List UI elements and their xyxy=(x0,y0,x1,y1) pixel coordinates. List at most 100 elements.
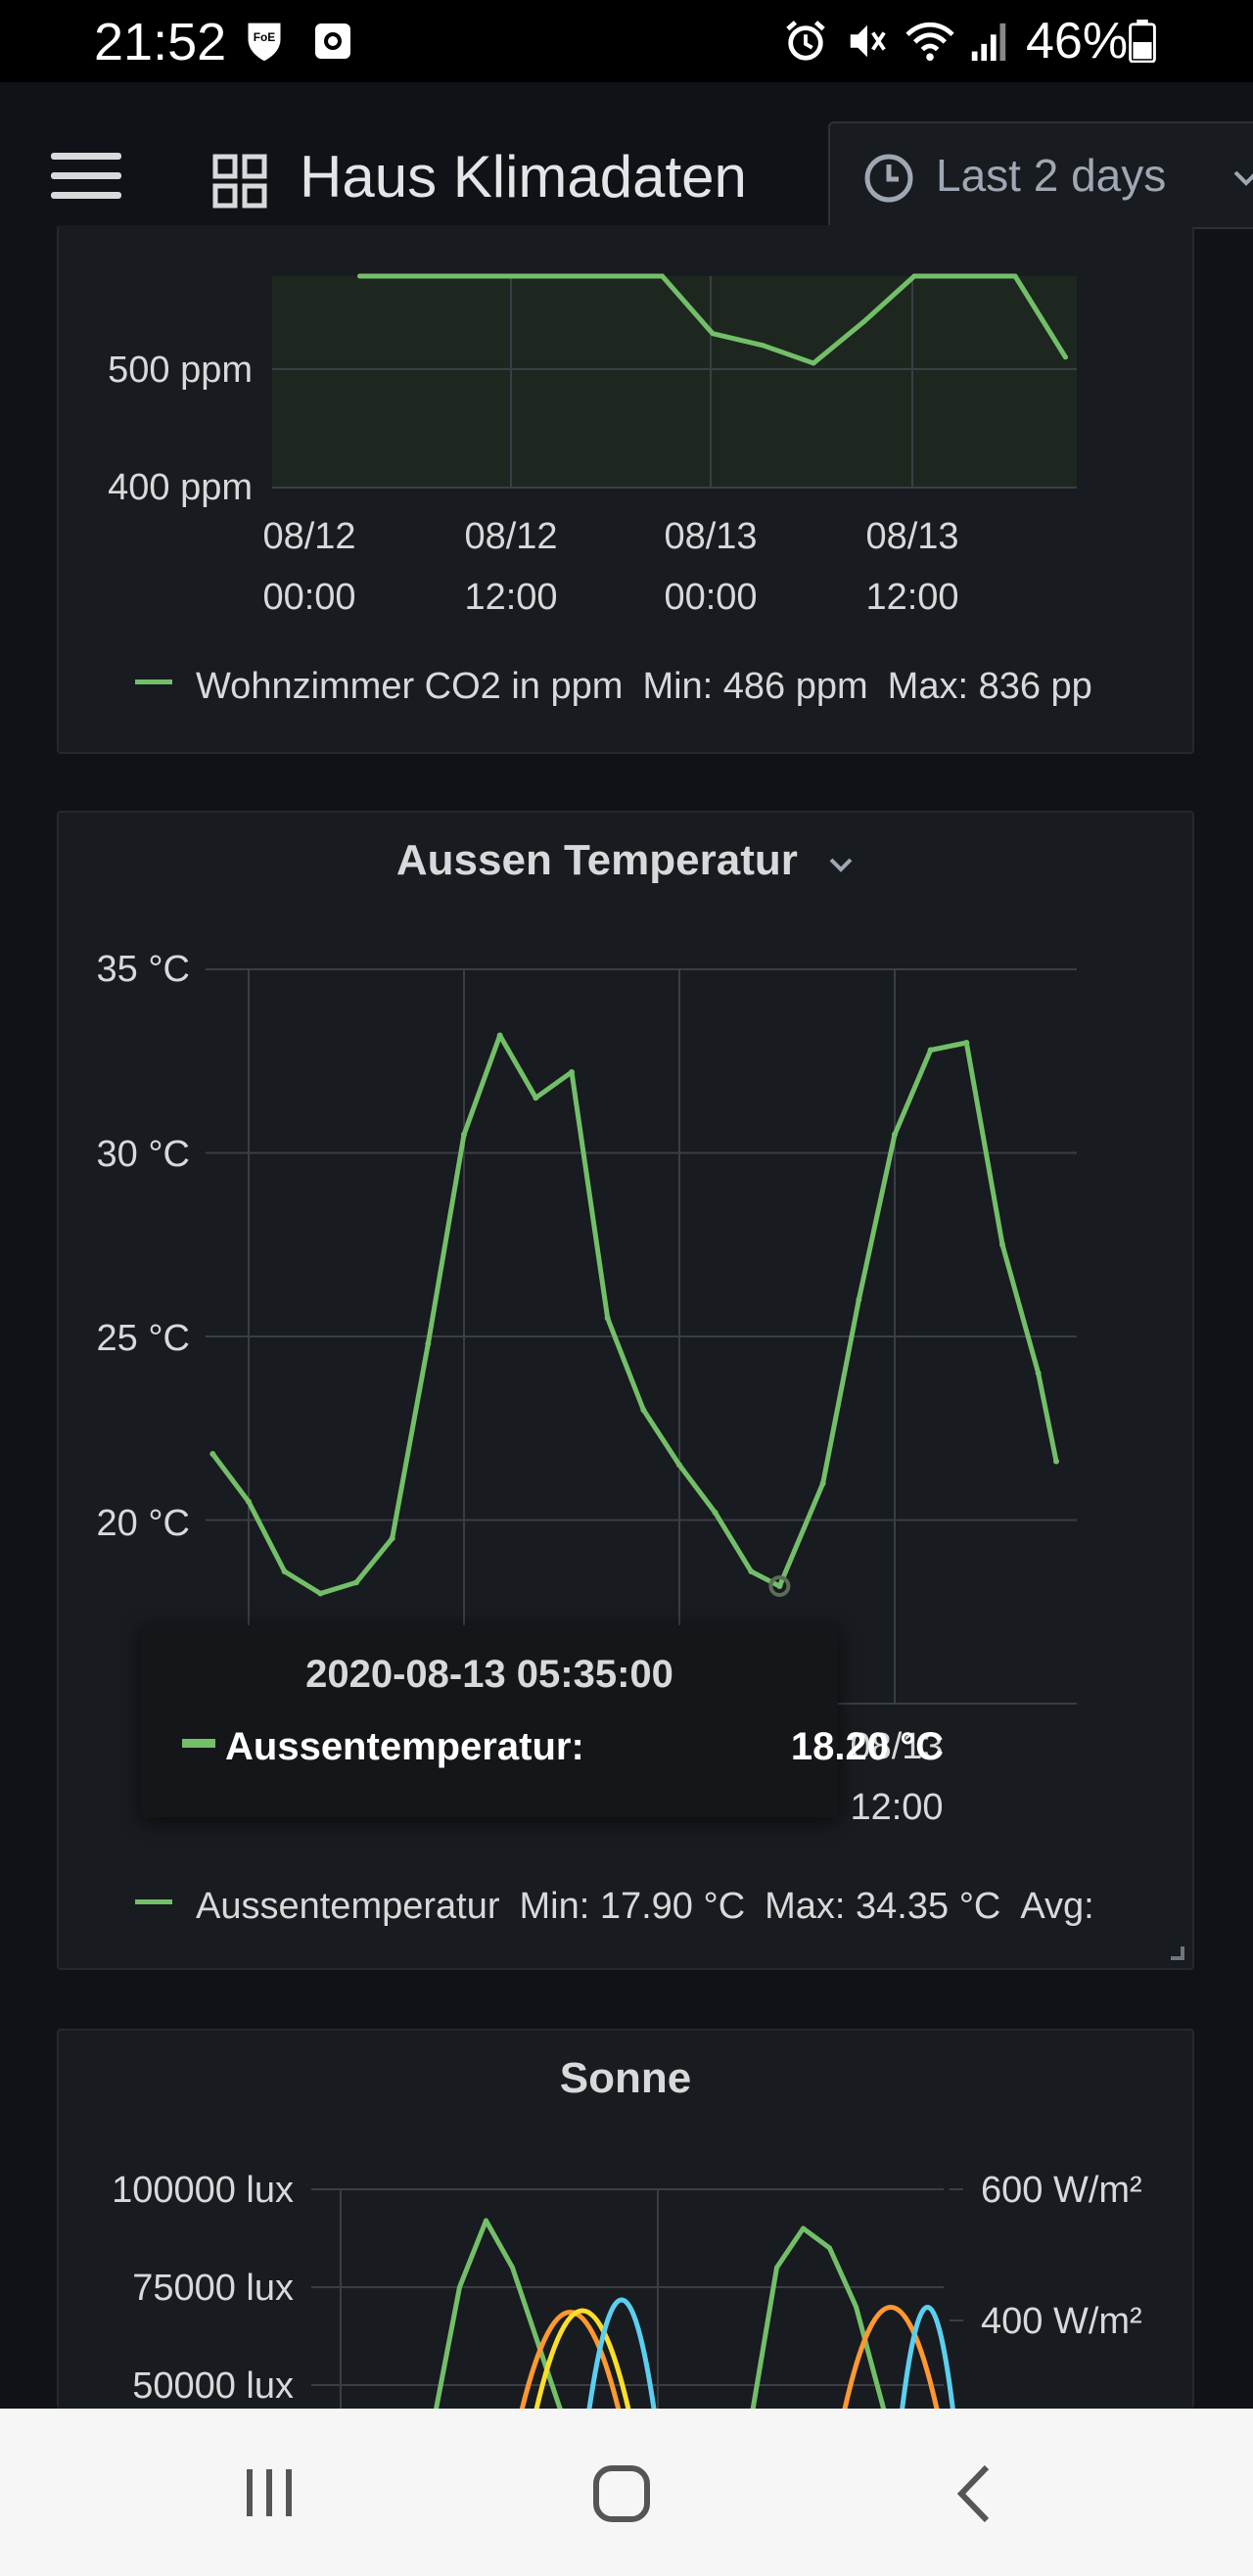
temperature-data-point xyxy=(676,1462,682,1469)
temperature-data-point xyxy=(640,1407,647,1413)
temperature-data-point xyxy=(496,1032,503,1039)
co2-data-point xyxy=(962,273,967,279)
time-range-label: Last 2 days xyxy=(936,150,1167,201)
temperature-data-point xyxy=(819,1480,826,1486)
temp-x-tick: 12:00 xyxy=(850,1787,943,1828)
temperature-data-point xyxy=(927,1047,934,1054)
sonne-y-right-tick: 600 W/m² xyxy=(981,2170,1142,2211)
sonne-data-point xyxy=(457,2284,462,2290)
recent-apps-icon[interactable] xyxy=(243,2465,298,2520)
sonne-chart: 100000 lux 75000 lux 50000 lux 600 W/m² … xyxy=(112,2170,1142,2409)
legend-max: Max: 836 pp xyxy=(887,666,1092,707)
temperature-data-point xyxy=(1053,1458,1059,1465)
co2-data-point xyxy=(508,273,514,279)
chevron-down-icon xyxy=(1233,170,1253,186)
sonne-y-left-tick: 50000 lux xyxy=(132,2365,294,2407)
co2-data-point xyxy=(1063,354,1068,360)
chart-tooltip: 2020-08-13 05:35:00 Aussentemperatur: 18… xyxy=(141,1625,944,1817)
legend-swatch xyxy=(135,679,172,685)
legend-swatch xyxy=(135,1899,172,1905)
co2-data-point xyxy=(861,319,866,325)
co2-x-tick: 12:00 xyxy=(865,577,958,618)
co2-x-tick: 12:00 xyxy=(464,577,557,618)
back-icon[interactable] xyxy=(953,2463,995,2524)
legend-series-name: Wohnzimmer CO2 in ppm xyxy=(196,666,624,707)
mute-icon xyxy=(850,24,886,58)
co2-y-tick: 400 ppm xyxy=(108,467,253,508)
hover-point-marker xyxy=(768,1575,791,1597)
alarm-icon xyxy=(786,21,825,61)
tooltip-value: 18.20 °C xyxy=(790,1725,944,1768)
co2-chart: 500 ppm 400 ppm 08/12 00:00 08/12 12:00 … xyxy=(108,273,1077,618)
co2-data-point xyxy=(811,360,816,366)
temperature-data-point xyxy=(281,1569,288,1574)
co2-x-tick: 08/12 xyxy=(262,516,355,557)
legend-max: Max: 34.35 °C xyxy=(765,1886,1001,1927)
status-bar: 21:52 FoE 46% xyxy=(0,0,1253,82)
legend-min: Min: 486 ppm xyxy=(642,666,868,707)
home-icon[interactable] xyxy=(591,2463,652,2524)
panel-resize-handle[interactable] xyxy=(1167,1943,1184,1960)
co2-panel: 500 ppm 400 ppm 08/12 00:00 08/12 12:00 … xyxy=(57,225,1194,754)
sonne-data-point xyxy=(827,2245,832,2251)
sonne-panel-title[interactable]: Sonne xyxy=(559,2054,692,2102)
temperature-legend[interactable]: Aussentemperatur Min: 17.90 °C Max: 34.35 … xyxy=(135,1886,1094,1928)
co2-x-tick: 00:00 xyxy=(262,577,355,618)
co2-x-tick: 08/12 xyxy=(464,516,557,557)
co2-x-tick: 00:00 xyxy=(664,577,757,618)
time-range-picker[interactable]: Last 2 days xyxy=(828,121,1253,229)
sonne-data-point xyxy=(880,2402,885,2408)
temperature-data-point xyxy=(748,1569,755,1574)
temperature-data-point xyxy=(712,1510,719,1516)
wifi-icon xyxy=(905,22,954,62)
co2-data-point xyxy=(660,273,665,279)
tooltip-swatch xyxy=(182,1738,215,1748)
page-title[interactable]: Haus Klimadaten xyxy=(300,144,747,210)
system-navigation-bar xyxy=(0,2409,1253,2576)
sonne-data-point xyxy=(801,2225,806,2231)
legend-avg: Avg: xyxy=(1020,1886,1094,1927)
temperature-data-point xyxy=(533,1095,539,1101)
battery-percentage: 46% xyxy=(1026,13,1129,70)
co2-data-point xyxy=(1012,273,1018,279)
sonne-y-right-tick: 400 W/m² xyxy=(981,2301,1142,2342)
tooltip-series: Aussentemperatur: xyxy=(182,1725,584,1769)
co2-data-point xyxy=(407,273,413,279)
dashboard-grid-icon[interactable] xyxy=(211,153,268,210)
svg-text:FoE: FoE xyxy=(254,30,276,44)
status-time: 21:52 xyxy=(94,13,227,71)
co2-data-point xyxy=(710,331,716,337)
co2-data-point xyxy=(609,273,615,279)
sonne-data-point xyxy=(484,2218,488,2224)
battery-icon xyxy=(1129,20,1156,63)
temperature-chart: 35 °C 30 °C 25 °C 20 °C 15 08/13 12:00 xyxy=(97,949,1077,1828)
clock-icon xyxy=(864,154,913,203)
temperature-data-point xyxy=(569,1069,575,1075)
temperature-panel-title: Aussen Temperatur xyxy=(395,836,798,884)
temperature-data-point xyxy=(856,1296,862,1303)
menu-icon[interactable] xyxy=(51,153,121,200)
temperature-data-point xyxy=(246,1498,252,1505)
panel-title[interactable]: Aussen Temperatur xyxy=(59,836,1192,885)
temperature-data-point xyxy=(461,1131,467,1138)
sonne-irradiance-line xyxy=(519,2310,622,2409)
temperature-data-point xyxy=(999,1241,1005,1248)
temp-y-tick: 25 °C xyxy=(97,1318,190,1359)
temperature-data-point xyxy=(353,1579,359,1586)
temperature-data-point xyxy=(963,1040,970,1046)
co2-data-point xyxy=(458,273,463,279)
sonne-data-point xyxy=(854,2304,859,2310)
co2-data-point xyxy=(559,273,564,279)
co2-legend[interactable]: Wohnzimmer CO2 in ppm Min: 486 ppm Max: 83… xyxy=(135,666,1092,708)
sonne-y-left-tick: 100000 lux xyxy=(112,2170,294,2211)
temp-y-tick: 30 °C xyxy=(97,1134,190,1175)
temperature-data-point xyxy=(317,1590,324,1597)
sonne-irradiance-line xyxy=(842,2305,940,2409)
co2-data-point xyxy=(761,343,766,349)
temperature-data-point xyxy=(892,1131,898,1138)
sonne-irradiance-line xyxy=(534,2308,631,2409)
co2-x-tick: 08/13 xyxy=(664,516,757,557)
tooltip-series-name: Aussentemperatur: xyxy=(225,1725,584,1768)
temperature-data-point xyxy=(209,1451,216,1457)
co2-data-point xyxy=(357,273,362,279)
